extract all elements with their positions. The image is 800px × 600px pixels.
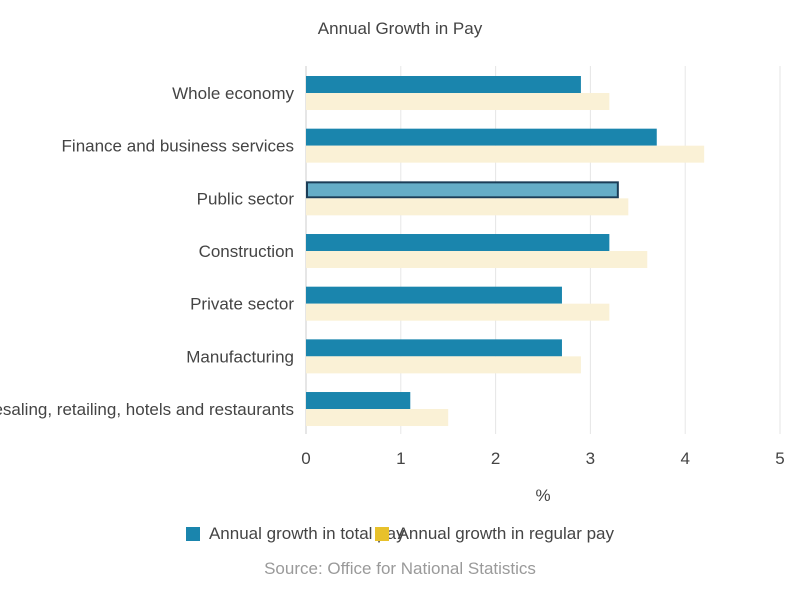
bars — [306, 76, 705, 427]
legend-swatch-total-pay — [185, 527, 200, 541]
bar[interactable] — [306, 76, 581, 93]
x-tick-label: 4 — [680, 449, 689, 468]
bar[interactable] — [306, 286, 562, 304]
bar[interactable] — [306, 356, 581, 374]
x-tick-label: 3 — [586, 449, 595, 468]
category-labels: Whole economy Finance and business servic… — [0, 84, 294, 419]
legend: Annual growth in total pay Annual growth… — [0, 524, 800, 544]
category-label: Public sector — [197, 189, 295, 208]
bar[interactable] — [306, 93, 610, 110]
x-axis-label: % — [535, 486, 550, 505]
x-tick-label: 1 — [396, 449, 405, 468]
bar[interactable] — [306, 198, 629, 216]
bar[interactable] — [306, 145, 705, 163]
x-tick-label: 5 — [775, 449, 784, 468]
chart-title: Annual Growth in Pay — [318, 19, 483, 38]
legend-swatch-regular-pay — [374, 527, 389, 541]
category-label: Whole economy — [172, 84, 294, 103]
legend-item-total-pay[interactable]: Annual growth in total pay — [185, 524, 405, 544]
category-label: Private sector — [190, 295, 294, 314]
bar[interactable] — [306, 339, 562, 357]
bar[interactable] — [306, 303, 610, 321]
x-tick-labels: 0 1 2 3 4 5 — [301, 449, 784, 468]
x-tick-label: 0 — [301, 449, 310, 468]
category-label: Wholesaling, retailing, hotels and resta… — [0, 400, 294, 419]
bar[interactable] — [306, 181, 619, 199]
source-note: Source: Office for National Statistics — [264, 559, 536, 578]
legend-label-regular-pay: Annual growth in regular pay — [397, 524, 615, 543]
category-label: Construction — [199, 242, 294, 261]
bar[interactable] — [306, 392, 411, 410]
x-tick-label: 2 — [491, 449, 500, 468]
category-label: Manufacturing — [186, 347, 294, 366]
bar[interactable] — [306, 251, 648, 269]
bar[interactable] — [306, 234, 610, 252]
bar[interactable] — [306, 409, 449, 427]
bar[interactable] — [306, 128, 657, 146]
legend-label-total-pay: Annual growth in total pay — [208, 524, 405, 543]
category-label: Finance and business services — [62, 137, 294, 156]
legend-item-regular-pay[interactable]: Annual growth in regular pay — [374, 524, 615, 544]
